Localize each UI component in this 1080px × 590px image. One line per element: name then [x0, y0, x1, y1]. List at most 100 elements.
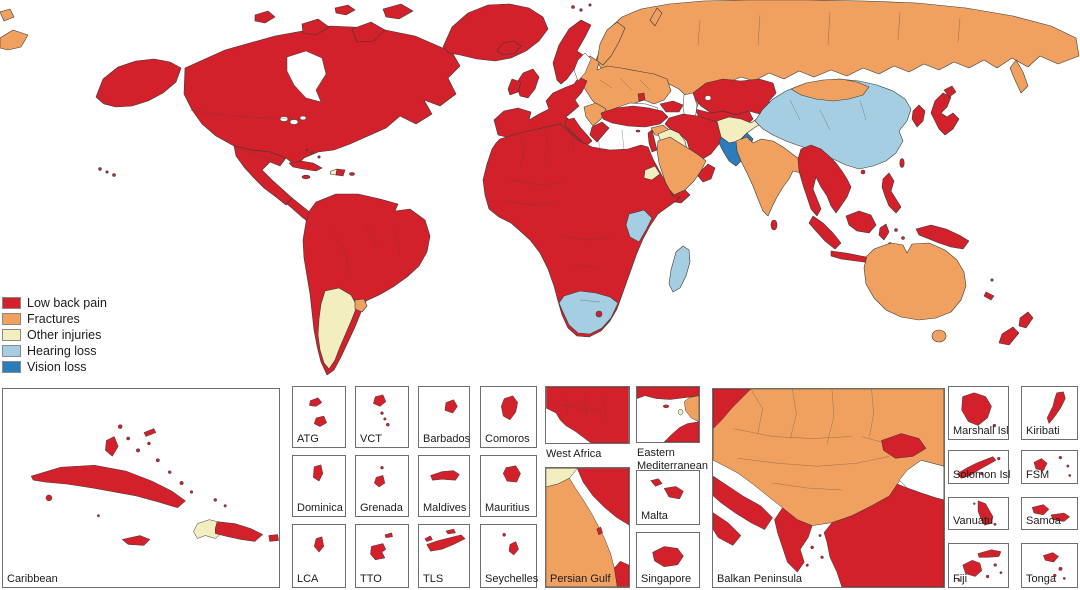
legend-swatch-hearing-loss	[2, 345, 21, 357]
legend-label: Other injuries	[27, 328, 102, 342]
hudson-bay	[286, 50, 327, 103]
inset-solomon-isl: Solomon Isl	[948, 450, 1011, 484]
inset-malta: Malta	[636, 470, 700, 525]
inset-persian-gulf: Persian Gulf	[545, 467, 630, 588]
inset-grenada: Grenada	[355, 455, 409, 517]
region-greece	[589, 121, 610, 143]
region-new-guinea	[915, 224, 970, 250]
region-turkey	[600, 105, 669, 128]
inset-label-dominica: Dominica	[297, 502, 343, 514]
balkan-greece	[774, 507, 813, 573]
region-kamchatka	[1009, 59, 1029, 94]
region-chukotka-wrap	[0, 29, 29, 51]
inset-label-solomon-isl: Solomon Isl	[953, 469, 1011, 481]
region-hainan	[860, 169, 866, 175]
balkan-austria-corner	[713, 389, 752, 429]
region-balkans	[583, 102, 607, 127]
inset-label-malta: Malta	[641, 510, 668, 522]
inset-samoa: Samoa	[1021, 497, 1078, 530]
inset-seychelles: Seychelles	[480, 524, 538, 588]
baltic-sea	[573, 52, 592, 82]
inset-balkan-peninsula: Balkan Peninsula	[712, 388, 945, 588]
inset-label-mauritius: Mauritius	[485, 502, 530, 514]
arctic-islands	[254, 3, 414, 43]
region-scandinavia	[552, 19, 592, 85]
balkan-italy-heel	[713, 512, 742, 546]
inset-label-singapore: Singapore	[641, 573, 692, 585]
inset-comoros: Comoros	[480, 386, 537, 448]
balkan-moldova	[881, 433, 927, 459]
region-hokkaido	[943, 85, 957, 98]
inset-label-caribbean: Caribbean	[7, 573, 58, 585]
legend-label: Vision loss	[27, 360, 87, 374]
region-japan	[930, 92, 960, 136]
region-moldova	[637, 92, 646, 102]
bahamas-chain	[105, 424, 227, 508]
region-nz-north	[1018, 311, 1034, 329]
inset-dominica: Dominica	[292, 455, 346, 517]
region-ireland	[507, 78, 522, 96]
inset-vanuatu: Vanuatu	[948, 497, 1009, 530]
region-india	[735, 136, 807, 217]
inset-label-tls: TLS	[423, 573, 444, 585]
balkan-italy	[713, 475, 773, 530]
legend-item: Fractures	[2, 311, 107, 327]
inset-eastern-mediterranean	[636, 386, 700, 443]
region-africa	[482, 123, 681, 338]
balkan-borders	[732, 389, 890, 491]
region-south-africa	[558, 290, 619, 335]
inset-singapore: Singapore	[636, 532, 700, 588]
region-alaska	[95, 58, 182, 108]
inset-label-fsm: FSM	[1026, 469, 1050, 481]
inset-label-lca: LCA	[297, 573, 319, 585]
inset-lca: LCA	[292, 524, 346, 588]
region-greenland	[442, 3, 549, 62]
legend-item: Other injuries	[2, 327, 107, 343]
inset-fiji: Fiji	[948, 543, 1009, 588]
country-borders	[189, 11, 961, 303]
inset-label-eastern-mediterranean: Eastern Mediterranean	[637, 447, 708, 472]
region-oman	[697, 163, 716, 183]
inset-barbados: Barbados	[418, 386, 470, 448]
inset-label-balkan-peninsula: Balkan Peninsula	[717, 573, 803, 585]
inset-label-tonga: Tonga	[1026, 573, 1056, 585]
caribbean-islands	[288, 148, 355, 180]
region-eritrea	[643, 165, 661, 181]
inset-tonga: Tonga	[1021, 543, 1078, 588]
region-australia	[863, 242, 967, 321]
region-eastern-europe	[576, 55, 672, 113]
inset-label-fiji: Fiji	[953, 573, 968, 585]
inset-vct: VCT	[355, 386, 409, 448]
region-mexico	[233, 145, 293, 206]
region-cyprus	[635, 129, 641, 133]
haiti-shape	[193, 519, 222, 539]
legend-item: Low back pain	[2, 295, 107, 311]
inset-label-kiribati: Kiribati	[1026, 425, 1060, 437]
hawaii	[98, 167, 116, 177]
inset-label-comoros: Comoros	[485, 433, 530, 445]
inset-kiribati: Kiribati	[1021, 386, 1078, 440]
region-argentina	[317, 287, 358, 370]
region-iran	[664, 113, 726, 161]
inset-label-vct: VCT	[360, 433, 382, 445]
inset-label-barbados: Barbados	[423, 433, 471, 445]
inset-caribbean: Caribbean	[2, 388, 280, 588]
inset-label-maldives: Maldives	[423, 502, 467, 514]
region-borneo	[845, 210, 877, 234]
inset-label-grenada: Grenada	[360, 502, 403, 514]
region-indochina	[797, 144, 852, 217]
legend-swatch-other-injuries	[2, 329, 21, 341]
inset-label-persian-gulf: Persian Gulf	[550, 573, 611, 585]
inset-label-atg: ATG	[297, 433, 319, 445]
aral-sea	[704, 95, 712, 101]
dominican-republic-shape	[215, 521, 264, 542]
region-taiwan	[899, 158, 905, 168]
inset-maldives: Maldives	[418, 455, 470, 517]
region-tasmania	[931, 329, 947, 343]
inset-label-samoa: Samoa	[1026, 515, 1061, 527]
inset-mauritius: Mauritius	[480, 455, 537, 517]
region-uruguay	[354, 298, 368, 313]
world-map	[0, 0, 1080, 376]
legend-swatch-low-back-pain	[2, 297, 21, 309]
legend-label: Low back pain	[27, 296, 107, 310]
